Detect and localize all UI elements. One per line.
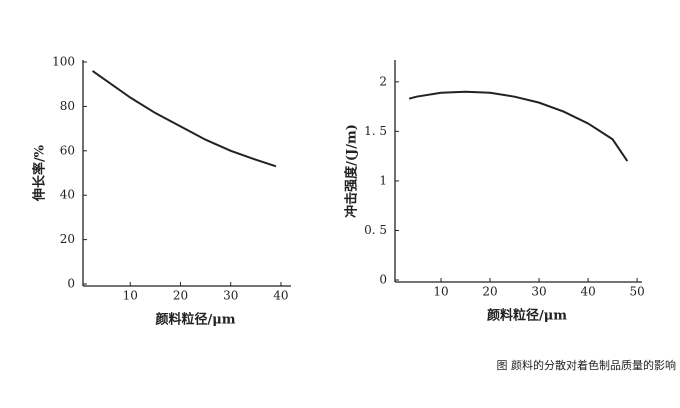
y-tick-label: 1. 5 (364, 124, 387, 138)
x-tick-label: 50 (629, 285, 644, 299)
y-tick-label: 2 (379, 74, 387, 88)
x-tick-label: 20 (482, 285, 497, 299)
x-tick-label: 30 (223, 289, 238, 303)
y-axis-label: 伸长率/% (32, 144, 48, 202)
y-tick-label: 0 (379, 273, 387, 287)
x-tick-label: 40 (273, 289, 288, 303)
x-tick-label: 10 (433, 285, 448, 299)
y-tick-label: 1 (379, 173, 387, 187)
caption: 图 颜料的分散对着色制品质量的影响 (497, 358, 677, 372)
x-axis-label: 颜料粒径/μm (487, 308, 567, 324)
x-axis-label: 颜料粒径/μm (155, 312, 235, 328)
x-tick-label: 10 (123, 289, 138, 303)
y-tick-label: 100 (52, 55, 75, 69)
y-tick-label: 40 (60, 188, 75, 202)
y-tick-label: 0. 5 (364, 223, 387, 237)
data-line (91, 70, 277, 168)
x-tick-label: 30 (531, 285, 546, 299)
y-tick-label: 60 (60, 143, 75, 157)
y-tick-label: 80 (60, 99, 75, 113)
x-tick-label: 40 (580, 285, 595, 299)
y-axis-label: 冲击强度/(J/m) (344, 124, 360, 218)
x-tick-label: 20 (173, 289, 188, 303)
y-tick-label: 0 (67, 277, 75, 291)
data-line (408, 90, 629, 162)
y-tick-label: 20 (60, 232, 75, 246)
